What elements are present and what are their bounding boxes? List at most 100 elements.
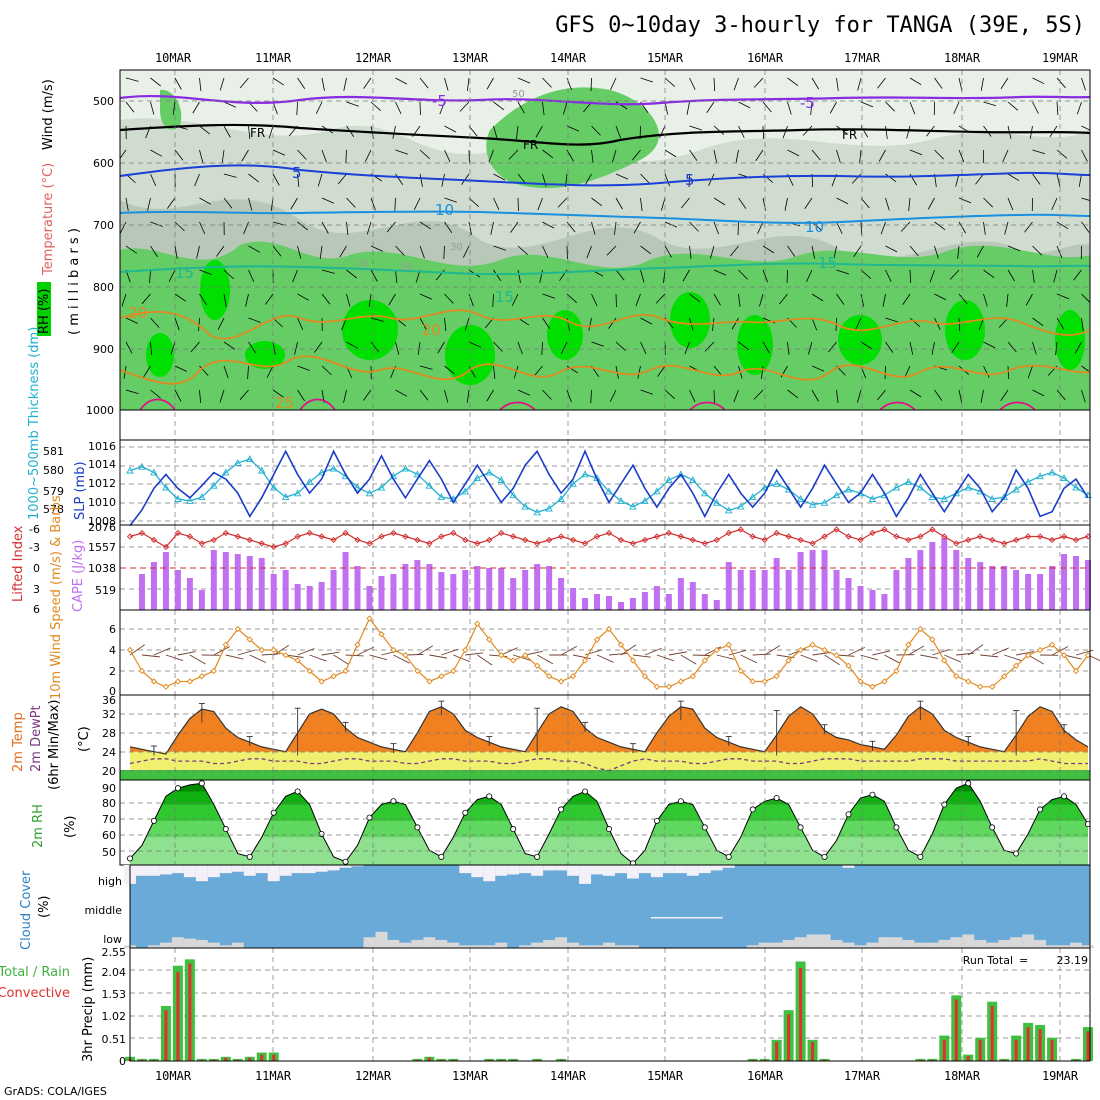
- wind-barb: [983, 221, 986, 235]
- wind-barb: [885, 269, 892, 282]
- thickness-point: [1012, 485, 1020, 493]
- lifted-index-point: [773, 529, 780, 537]
- wind-barb: [419, 245, 425, 259]
- cape-bar: [414, 560, 421, 610]
- cloud-low-bar: [854, 945, 867, 948]
- wind-barb: [297, 389, 305, 402]
- thickness-point: [772, 479, 781, 487]
- thickness-point: [377, 483, 386, 491]
- wind-barb: [716, 654, 735, 660]
- cloud-low-bar: [1058, 945, 1071, 948]
- wind-barb: [704, 646, 722, 656]
- lifted-index-point: [1072, 536, 1080, 544]
- wind-speed-point: [1001, 673, 1008, 680]
- wind-speed-point: [270, 646, 277, 654]
- wind-barb: [199, 77, 202, 91]
- wind-barb: [811, 389, 819, 402]
- cloud-high-bar: [291, 865, 304, 874]
- cloud-high-bar: [207, 865, 220, 878]
- lifted-index-point: [869, 529, 876, 537]
- wind-barb: [321, 293, 331, 305]
- cloud-low-bar: [567, 942, 580, 948]
- thickness-point: [701, 489, 709, 497]
- wind-barbs: [129, 644, 1100, 666]
- wind-barb: [395, 101, 402, 114]
- precip-grid: [130, 948, 1090, 1061]
- lifted-index-point: [186, 533, 194, 540]
- lifted-index-point: [821, 533, 828, 540]
- wind-speed-point: [809, 641, 816, 648]
- upper-air-panel: -5 -5 FR FR FR 5 5 10 10 15 15 15 20 20 …: [37, 69, 1091, 441]
- wind-barb: [493, 197, 500, 210]
- rh2m-label: 2m RH: [31, 804, 46, 848]
- rh-point: [582, 788, 589, 795]
- wind-barb: [877, 389, 886, 401]
- wind-barb: [909, 77, 922, 86]
- wind-barb: [174, 221, 185, 232]
- wind-barb: [542, 221, 555, 229]
- precip-axis-label: 3hr Precip (mm): [81, 957, 96, 1062]
- wind-speed-point: [510, 657, 517, 664]
- wind-barb: [317, 173, 323, 187]
- wind-barb: [517, 269, 521, 283]
- rh-point: [845, 811, 852, 818]
- rh-point: [318, 830, 325, 837]
- rh-markers: [127, 780, 1090, 865]
- cloud-middle-bar: [710, 917, 723, 919]
- wind-barb: [453, 654, 471, 663]
- wind-barb: [297, 149, 307, 160]
- thickness-point: [413, 470, 422, 478]
- date-label-top: 16MAR: [747, 51, 784, 65]
- lifted-index-point: [126, 533, 134, 540]
- upper-air-blank-band: [120, 410, 1090, 440]
- rh-shade-upper-left: [160, 89, 182, 130]
- cloud-middle-label: middle: [84, 904, 122, 917]
- precip-convective-bar: [954, 999, 958, 1061]
- cloud-high-bars: [124, 865, 855, 884]
- wind-barb: [855, 317, 862, 330]
- wind-barb: [951, 341, 960, 354]
- wind-barb: [223, 101, 237, 108]
- cloud-high-bar: [243, 865, 256, 876]
- lifted-index-point: [1024, 533, 1032, 540]
- wind-barb: [395, 341, 400, 355]
- wind-tick: 2: [109, 665, 116, 678]
- wind-barb: [525, 650, 543, 656]
- wind-barb: [615, 197, 623, 210]
- cloud-low-bar: [1010, 937, 1023, 948]
- wind-speed-point: [474, 620, 481, 627]
- lifted-index-point: [1060, 533, 1068, 540]
- lifted-index-point: [342, 529, 349, 537]
- cape-bars: [138, 538, 1091, 610]
- wind-barb: [321, 77, 325, 91]
- cloud-low-bar: [411, 939, 424, 948]
- lifted-index-point: [270, 543, 277, 551]
- grads-credit: GrADS: COLA/IGES: [4, 1085, 107, 1098]
- wind-barb: [689, 77, 696, 90]
- cape-bar: [1037, 574, 1044, 610]
- wind-barb: [713, 125, 725, 135]
- wind-barb: [265, 293, 274, 305]
- wind-barb: [419, 293, 433, 300]
- wind-barb: [689, 149, 698, 161]
- thickness-point: [1036, 472, 1044, 480]
- wind-barb: [860, 293, 865, 307]
- lifted-index-point: [629, 540, 637, 547]
- slp-tick: 1016: [88, 440, 116, 453]
- thickness-point: [365, 489, 374, 497]
- wind-barb: [370, 317, 384, 322]
- wind-barb: [586, 245, 592, 259]
- wind-barb: [174, 317, 180, 331]
- rh-axis: 50 60 70 80 90: [102, 782, 116, 859]
- wind-barb: [1056, 293, 1070, 300]
- wind-speed-point: [486, 636, 493, 643]
- precip-tick: 0.51: [102, 1033, 127, 1046]
- date-label-top: 15MAR: [647, 51, 684, 65]
- wind-barb: [1075, 649, 1094, 656]
- cape-bar: [713, 600, 720, 610]
- wind-barb: [266, 365, 274, 378]
- thickness-point: [305, 477, 314, 485]
- precip-convective-bar: [200, 1059, 204, 1061]
- cape-bar: [162, 552, 169, 610]
- upper-air-grid: [120, 70, 1090, 440]
